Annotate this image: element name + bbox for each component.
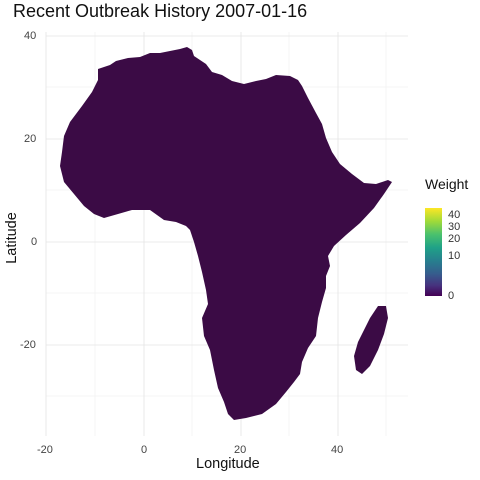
legend-colorbar bbox=[425, 208, 442, 296]
y-tick-label: 40 bbox=[24, 30, 37, 42]
legend-tick-label: 10 bbox=[448, 250, 461, 262]
x-tick-label: -20 bbox=[37, 444, 53, 456]
x-tick-label: 20 bbox=[234, 444, 247, 456]
africa-region bbox=[60, 47, 392, 420]
y-axis-title: Latitude bbox=[4, 212, 20, 264]
legend-tick-label: 0 bbox=[448, 290, 455, 302]
y-tick-label: 0 bbox=[31, 236, 38, 248]
legend-tick-label: 20 bbox=[448, 233, 461, 245]
chart-title: Recent Outbreak History 2007-01-16 bbox=[13, 1, 308, 21]
y-tick-label: -20 bbox=[20, 339, 36, 351]
x-tick-label: 0 bbox=[141, 444, 148, 456]
legend-title: Weight bbox=[425, 176, 469, 192]
madagascar-region bbox=[354, 306, 388, 374]
x-axis-title: Longitude bbox=[196, 456, 260, 472]
x-tick-label: 40 bbox=[331, 444, 344, 456]
y-tick-label: 20 bbox=[24, 133, 37, 145]
legend-tick-label: 40 bbox=[448, 209, 461, 221]
legend-tick-label: 30 bbox=[448, 221, 461, 233]
